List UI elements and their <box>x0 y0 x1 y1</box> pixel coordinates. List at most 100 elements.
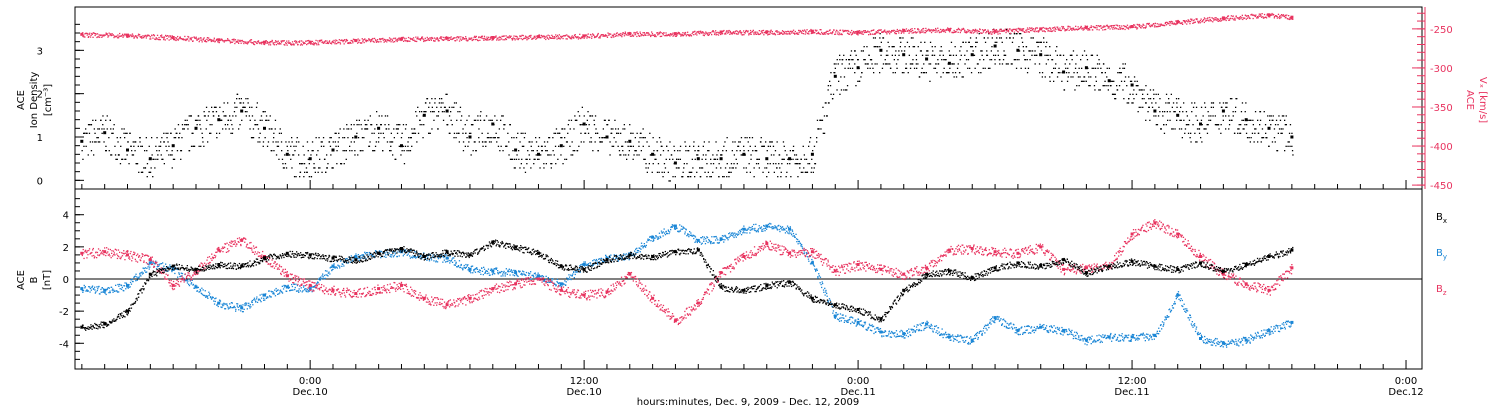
ion-density-series-sample <box>1169 111 1171 113</box>
velocity-series-sample <box>108 35 110 37</box>
velocity-series-sample <box>959 29 961 31</box>
ion-density-series-sample <box>623 154 625 156</box>
velocity-series-sample <box>1216 18 1218 20</box>
ion-density-series-sample <box>1094 89 1096 91</box>
ion-density-series-sample <box>881 67 884 69</box>
by-series-sample <box>167 267 170 269</box>
ion-density-series-sample <box>490 141 492 143</box>
velocity-series-sample <box>397 39 399 41</box>
ion-density-series-sample <box>206 119 208 121</box>
by-series-sample <box>281 285 283 287</box>
ion-density-series-sample <box>462 150 465 152</box>
velocity-series-sample <box>110 34 112 36</box>
velocity-series-sample <box>228 39 230 42</box>
ion-density-series-sample <box>168 145 170 147</box>
velocity-series-sample <box>419 39 422 41</box>
by-series-sample <box>115 284 117 286</box>
velocity-series-sample <box>168 36 170 38</box>
ion-density-series-sample <box>1222 115 1224 117</box>
ion-density-series-sample <box>823 132 826 134</box>
velocity-series-sample <box>1039 28 1041 30</box>
velocity-series-sample <box>226 39 228 42</box>
by-series-sample <box>87 290 89 292</box>
ion-density-series-sample <box>538 137 541 139</box>
velocity-series-sample <box>787 33 789 35</box>
by-series-sample <box>206 296 208 298</box>
by-series-sample <box>320 278 322 280</box>
ion-density-series-sample <box>181 124 184 126</box>
velocity-series-sample <box>750 33 752 35</box>
ion-density-series-sample <box>407 145 409 147</box>
ion-density-series-sample <box>498 137 500 139</box>
ion-density-series-point <box>559 144 563 148</box>
ion-density-series-sample <box>708 141 710 143</box>
velocity-tick-label: -300 <box>1430 64 1453 75</box>
ion-density-series-sample <box>1157 93 1159 95</box>
ion-density-series-sample <box>1010 63 1012 65</box>
velocity-series-sample <box>1119 26 1121 29</box>
ion-density-series-sample <box>193 145 196 147</box>
ion-density-series-sample <box>934 46 936 48</box>
velocity-series-sample <box>1238 18 1240 20</box>
ion-density-series-sample <box>94 132 96 134</box>
ion-density-series-sample <box>593 124 596 126</box>
velocity-series-sample <box>859 32 861 34</box>
ion-density-series-sample <box>710 163 712 165</box>
ion-density-series-sample <box>320 145 323 147</box>
ion-density-series-sample <box>1261 137 1263 139</box>
ion-density-series-sample <box>1163 124 1165 126</box>
velocity-series-sample <box>566 38 568 40</box>
ion-density-series-sample <box>517 132 519 134</box>
velocity-series-sample <box>717 31 719 33</box>
ion-density-series-sample <box>1174 128 1176 130</box>
ion-density-series-sample <box>323 145 325 147</box>
velocity-series-sample <box>124 33 126 35</box>
ion-density-series-sample <box>242 102 245 104</box>
ion-density-series-sample <box>125 132 127 134</box>
velocity-series-sample <box>1015 29 1017 31</box>
ion-density-series-sample <box>1228 119 1231 121</box>
ion-density-series-sample <box>105 150 107 152</box>
velocity-series-sample <box>367 40 369 42</box>
ion-density-series-sample <box>949 67 951 69</box>
by-series-sample <box>172 267 174 269</box>
velocity-series-sample <box>580 37 582 39</box>
by-series-sample <box>321 275 323 277</box>
velocity-series-sample <box>787 30 789 32</box>
velocity-series-sample <box>399 37 401 39</box>
by-series-sample <box>276 289 278 292</box>
velocity-series-sample <box>1205 19 1208 22</box>
ion-density-series-sample <box>928 63 930 65</box>
ion-density-series-sample <box>358 124 360 126</box>
velocity-series-sample <box>580 37 582 40</box>
velocity-series-sample <box>905 28 908 30</box>
velocity-series-sample <box>1136 28 1138 30</box>
ion-density-series-sample <box>1204 128 1206 130</box>
velocity-series-sample <box>543 35 546 37</box>
ion-density-series-point <box>1290 135 1294 139</box>
ion-density-series-sample <box>1062 54 1065 56</box>
ion-density-series-sample <box>1075 63 1077 65</box>
ion-density-series-sample <box>1120 72 1122 74</box>
ion-density-series-sample <box>1030 50 1032 52</box>
ion-density-series-sample <box>1118 72 1121 74</box>
ion-density-series-sample <box>836 89 838 91</box>
ion-density-series-sample <box>1095 76 1097 78</box>
velocity-series-sample <box>1177 19 1179 22</box>
velocity-series-sample <box>397 38 399 40</box>
ion-density-series-sample <box>661 171 663 173</box>
ion-density-series-sample <box>537 158 539 160</box>
velocity-series-sample <box>823 32 826 34</box>
ion-density-series-sample <box>749 171 751 173</box>
ion-density-series-sample <box>382 150 384 152</box>
ion-density-series-sample <box>1283 115 1285 117</box>
ion-density-series-sample <box>451 106 453 108</box>
ion-density-series-sample <box>1153 98 1155 100</box>
by-series-sample <box>238 309 240 311</box>
velocity-series-sample <box>1111 25 1113 27</box>
ion-density-series-sample <box>794 163 796 165</box>
velocity-series-sample <box>638 35 641 37</box>
ion-density-series-sample <box>437 115 439 117</box>
by-series-sample <box>155 260 157 262</box>
velocity-series-sample <box>365 39 368 41</box>
